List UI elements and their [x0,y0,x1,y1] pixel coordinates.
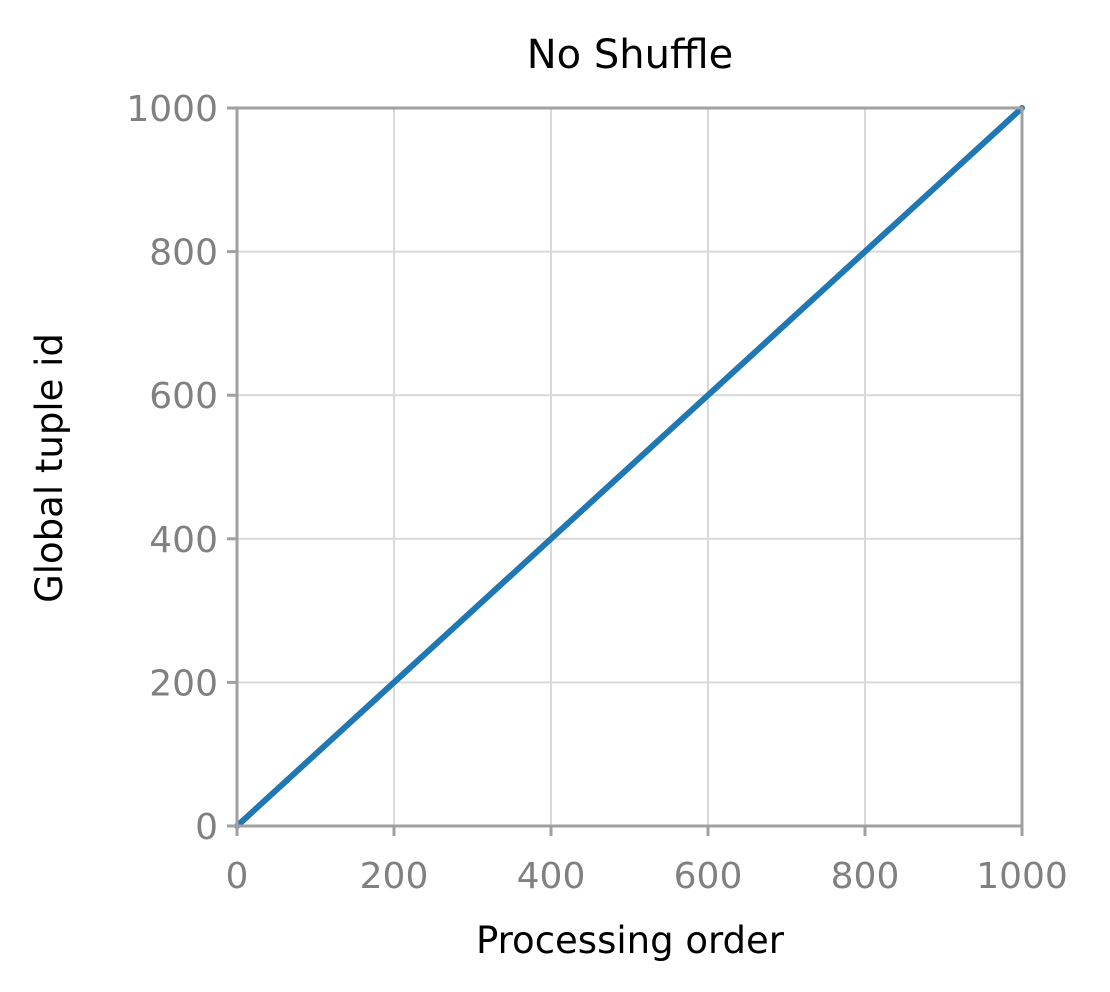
y-tick-label: 200 [149,663,218,704]
x-tick-label: 600 [674,856,743,897]
y-axis-label: Global tuple id [28,333,71,603]
x-tick-label: 1000 [976,856,1068,897]
x-tick-label: 400 [517,856,586,897]
plot-frame [235,106,1024,828]
x-tick-label: 0 [226,856,249,897]
x-tick-labels: 0 200 400 600 800 1000 [226,856,1068,897]
series-lines [234,105,1025,829]
x-tick-label: 200 [360,856,429,897]
y-tick-label: 800 [149,233,218,274]
y-tick-labels: 0 200 400 600 800 1000 [126,89,218,848]
series-line [234,105,1025,829]
y-tick-label: 600 [149,376,218,417]
axes [227,106,1024,836]
y-tick-label: 1000 [126,89,218,130]
y-tick-label: 400 [149,520,218,561]
y-tick-label: 0 [195,807,218,848]
chart-title: No Shuffle [527,32,733,78]
x-tick-label: 800 [831,856,900,897]
x-axis-label: Processing order [476,919,785,962]
